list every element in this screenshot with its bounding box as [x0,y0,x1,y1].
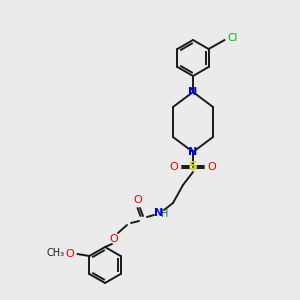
Text: N: N [188,147,198,157]
Text: O: O [134,195,142,205]
Text: N: N [188,87,198,97]
Text: N: N [154,208,164,218]
Text: CH₃: CH₃ [46,248,64,258]
Text: O: O [110,234,118,244]
Text: O: O [169,162,178,172]
Text: Cl: Cl [227,33,238,43]
Text: S: S [188,160,197,173]
Text: O: O [208,162,216,172]
Text: H: H [161,209,169,219]
Text: O: O [65,249,74,259]
